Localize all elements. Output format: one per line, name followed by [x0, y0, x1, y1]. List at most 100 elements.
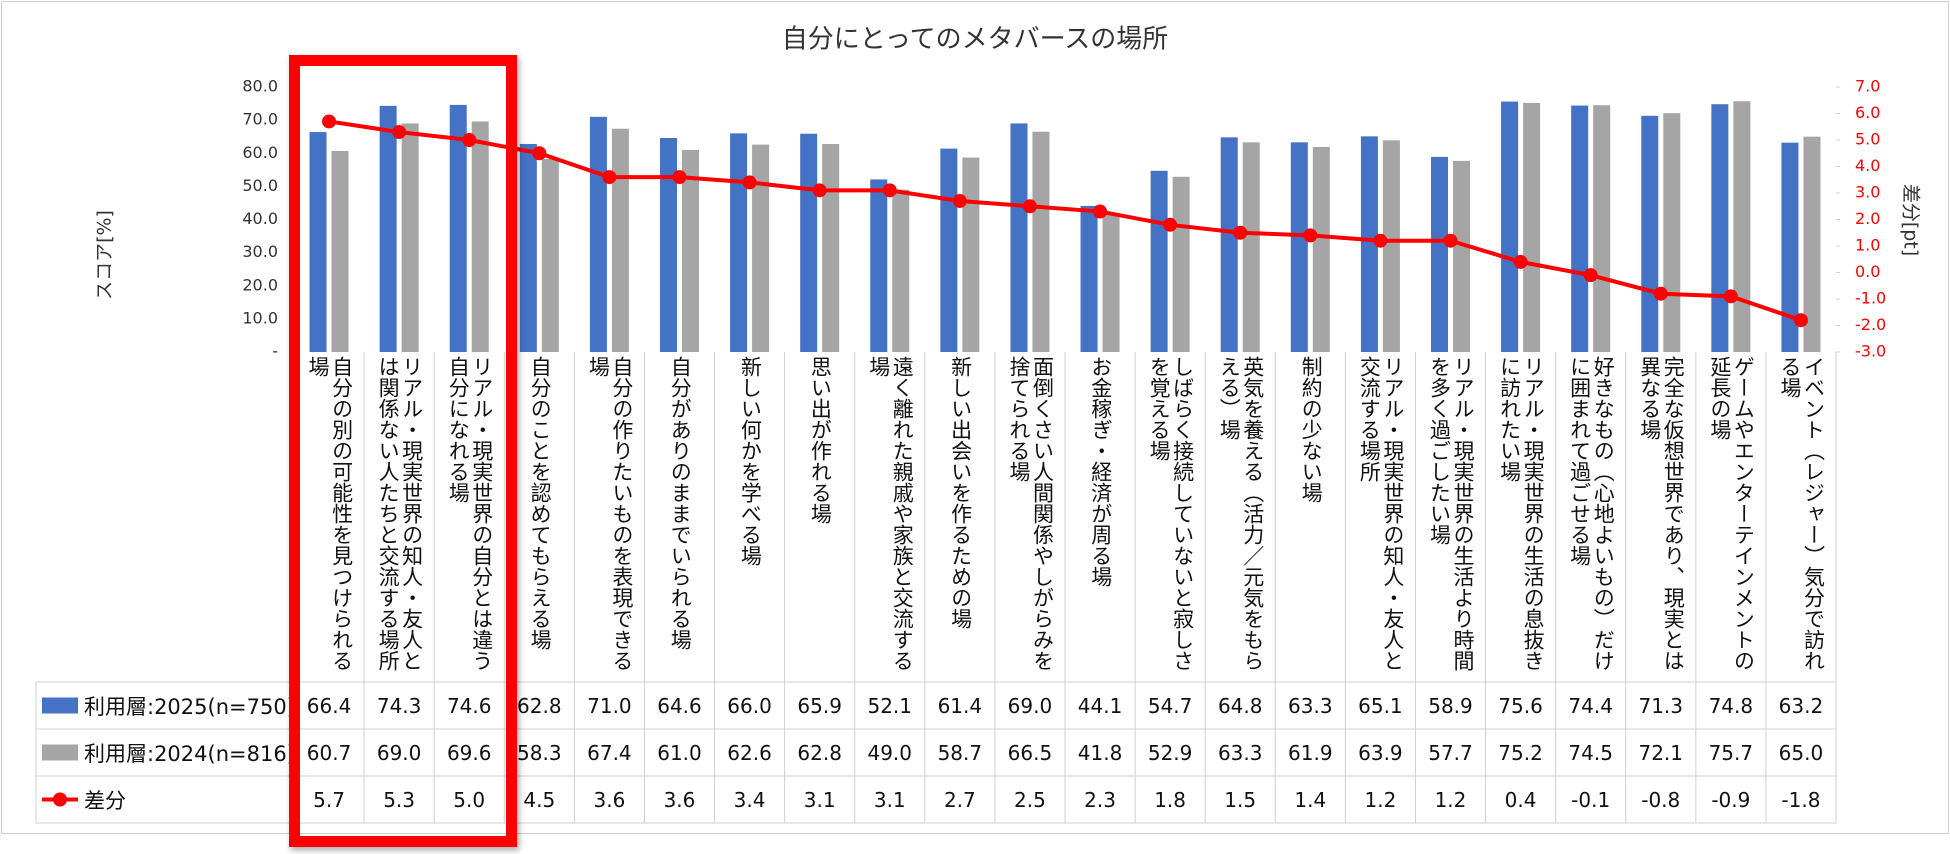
table-cell: 1.5	[1224, 787, 1257, 812]
line-marker	[322, 114, 337, 129]
table-cell: -0.1	[1571, 787, 1611, 812]
line-marker	[602, 170, 617, 185]
bar	[1593, 105, 1611, 352]
y2-tick-label: 6.0	[1855, 103, 1880, 122]
line-marker	[532, 146, 547, 161]
table-cell: -1.8	[1781, 787, 1821, 812]
table-cell: 3.4	[733, 787, 766, 812]
bar	[611, 128, 629, 352]
bar	[1733, 101, 1751, 353]
bar	[589, 116, 607, 352]
table-cell: 69.0	[1007, 693, 1053, 718]
bar	[449, 104, 467, 352]
table-cell: 2.5	[1014, 787, 1046, 812]
table-cell: 62.8	[797, 740, 842, 765]
bar	[1032, 131, 1050, 352]
y2-tick-label: 4.0	[1855, 156, 1880, 175]
y2-tick-label: -3.0	[1855, 342, 1886, 361]
bar	[962, 157, 980, 352]
line-marker	[1303, 228, 1318, 243]
table-cell: 58.3	[517, 740, 562, 765]
table-cell: 2.7	[943, 787, 976, 812]
table-cell: 75.2	[1498, 740, 1543, 765]
line-marker	[672, 170, 687, 185]
table-cell: 62.6	[727, 740, 772, 765]
bar	[1641, 115, 1659, 352]
y2-tick-label: 1.0	[1855, 236, 1880, 255]
y2-tick-label: 5.0	[1855, 130, 1880, 149]
table-cell: 75.6	[1498, 693, 1543, 718]
table-cell: 44.1	[1077, 693, 1123, 718]
table-cell: 64.6	[657, 693, 702, 718]
bar	[1571, 105, 1589, 352]
line-marker	[812, 183, 827, 198]
table-cell: 63.9	[1358, 740, 1403, 765]
y-tick-label: 60.0	[242, 143, 278, 162]
bar	[379, 105, 397, 352]
legend-swatch	[42, 744, 78, 761]
y-tick-label: 10.0	[242, 308, 278, 327]
table-cell: 41.8	[1077, 740, 1123, 765]
line-marker	[392, 125, 407, 140]
bar	[660, 138, 677, 352]
category-label: リアル・現実世界の生活の息抜きに訪れたい場	[1497, 356, 1546, 671]
table-cell: 65.0	[1778, 740, 1824, 765]
bar	[730, 133, 748, 352]
table-cell: -0.9	[1711, 787, 1751, 812]
category-label: 面倒くさい人間関係やしがらみを捨てられる場	[1006, 356, 1055, 671]
bar	[1663, 113, 1681, 352]
bar	[1431, 156, 1448, 352]
line-marker	[1513, 254, 1528, 269]
line-marker	[1723, 289, 1738, 304]
bar	[1360, 136, 1378, 352]
bar	[1803, 136, 1821, 352]
table-cell: 63.3	[1288, 693, 1333, 718]
category-label: 遠く離れた親戚や家族と交流する場	[866, 356, 915, 671]
table-cell: 61.4	[937, 693, 983, 718]
bar	[1290, 142, 1308, 352]
table-cell: 0.4	[1504, 787, 1537, 812]
table-cell: 63.2	[1778, 693, 1824, 718]
bar	[752, 144, 770, 352]
line-marker	[1233, 225, 1248, 240]
bar	[541, 158, 559, 352]
table-cell: 5.0	[453, 787, 486, 812]
category-label: ゲームやエンターテインメントの延長の場	[1707, 356, 1756, 671]
y-tick-label: 20.0	[242, 275, 278, 294]
table-cell: 67.4	[587, 740, 632, 765]
line-marker	[1583, 268, 1598, 283]
category-label: リアル・現実世界の自分とは違う自分になれる場	[446, 356, 494, 671]
table-cell: 52.1	[867, 693, 913, 718]
category-label: 思い出が作れる場	[808, 356, 833, 524]
bar	[1102, 213, 1120, 352]
line-marker	[1793, 313, 1808, 328]
table-cell: 63.3	[1217, 740, 1263, 765]
table-cell: 69.6	[446, 740, 492, 765]
table-cell: 66.4	[306, 693, 352, 718]
table-cell: 66.0	[727, 693, 772, 718]
table-cell: 58.7	[937, 740, 983, 765]
bar	[1501, 101, 1519, 352]
y-tick-label: 50.0	[242, 176, 278, 195]
y2-tick-label: 0.0	[1855, 262, 1880, 281]
table-cell: 71.0	[587, 693, 632, 718]
y-axis-title: スコア[%]	[94, 210, 116, 300]
bar	[1220, 137, 1238, 352]
y-tick-label: 70.0	[242, 110, 278, 129]
bar	[1080, 205, 1098, 352]
y-tick-label: 30.0	[242, 242, 278, 261]
category-label: 新しい出会いを作るための場	[948, 356, 973, 629]
legend-swatch	[42, 697, 78, 714]
category-label: 自分の別の可能性を見つけられる場	[306, 356, 354, 671]
category-label: お金稼ぎ・経済が周る場	[1088, 356, 1113, 587]
y-tick-label: -	[272, 342, 278, 361]
table-cell: 72.1	[1638, 740, 1684, 765]
table-cell: 69.0	[376, 740, 422, 765]
legend-label: 利用層:2025(n=750)	[84, 694, 295, 719]
table-cell: 66.5	[1007, 740, 1053, 765]
table-cell: 64.8	[1217, 693, 1263, 718]
table-cell: 3.1	[803, 787, 836, 812]
bar	[1172, 176, 1190, 352]
y-tick-label: 80.0	[242, 77, 278, 96]
table-cell: 1.8	[1154, 787, 1187, 812]
